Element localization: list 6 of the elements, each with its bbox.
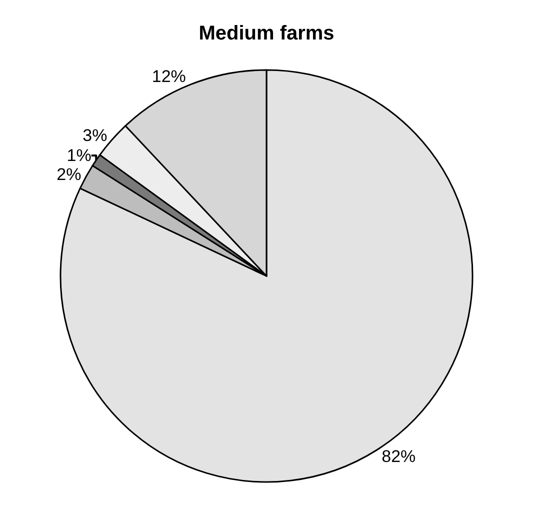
- data-label: 12%: [152, 66, 186, 86]
- data-label: 3%: [82, 126, 108, 146]
- data-label: 2%: [56, 165, 82, 184]
- data-label: 1%: [66, 146, 92, 166]
- data-label: 82%: [382, 447, 416, 466]
- chart-title: Medium farms: [198, 22, 334, 45]
